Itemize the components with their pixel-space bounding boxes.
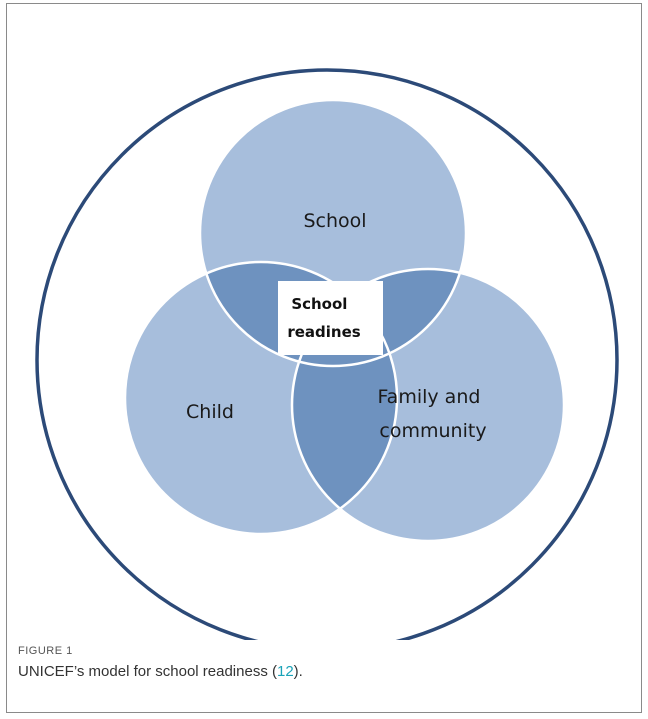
figure-label: FIGURE 1: [18, 645, 73, 657]
label-school: School: [303, 210, 366, 232]
edge-school: [198, 98, 468, 368]
center-label: School readines: [287, 295, 360, 341]
label-child: Child: [186, 401, 234, 423]
label-family-line-1: Family and: [378, 386, 481, 408]
label-family-line-2: community: [379, 420, 486, 442]
citation-link[interactable]: 12: [276, 663, 294, 680]
caption-text-after: ).: [293, 663, 303, 680]
label-family: Family and community: [378, 386, 487, 442]
edge-family: [290, 267, 566, 543]
edge-child: [123, 260, 399, 536]
figure-caption: UNICEF’s model for school readiness (12)…: [18, 663, 303, 680]
center-label-line-1: School: [291, 295, 347, 313]
center-label-line-2: readines: [287, 323, 360, 341]
school-readiness-diagram: School School readines Child Family and …: [35, 68, 619, 640]
center-label-box: [278, 281, 383, 355]
caption-text-before: UNICEF’s model for school readiness (: [18, 663, 277, 680]
